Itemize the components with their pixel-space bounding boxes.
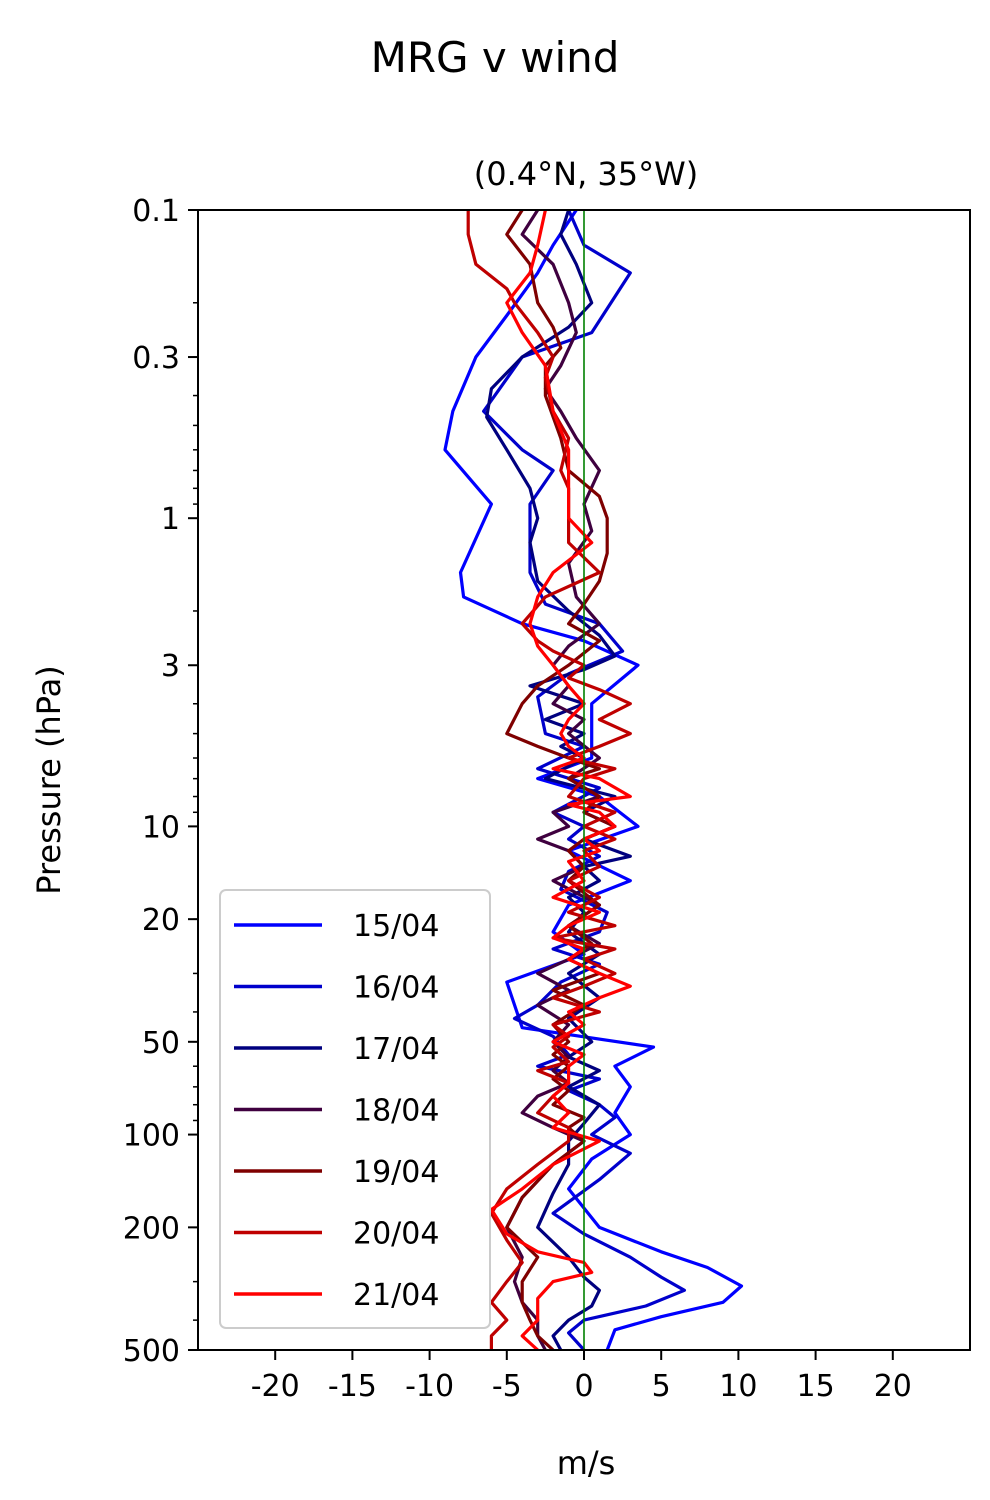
legend: 15/04 16/04 17/04 18/04 19/04 20/04 21/04 (219, 889, 491, 1329)
x-tick-label: -5 (492, 1369, 522, 1404)
legend-label: 16/04 (353, 971, 439, 1006)
y-tick-label: 500 (123, 1334, 180, 1369)
series-line-2 (485, 210, 632, 1350)
legend-label: 20/04 (353, 1217, 439, 1252)
y-tick-label: 3 (161, 649, 180, 684)
y-axis-label: Pressure (hPa) (30, 665, 68, 895)
y-tick-label: 200 (123, 1211, 180, 1246)
x-tick-label: 0 (574, 1369, 593, 1404)
x-tick-label: 20 (874, 1369, 912, 1404)
y-tick-label: 20 (142, 903, 180, 938)
y-tick-label: 10 (142, 810, 180, 845)
legend-box (219, 889, 491, 1329)
y-tick-label: 50 (142, 1026, 180, 1061)
x-tick-label: 5 (652, 1369, 671, 1404)
y-tick-label: 1 (161, 502, 180, 537)
legend-label: 15/04 (353, 909, 439, 944)
chart-subtitle: (0.4°N, 35°W) (474, 155, 699, 193)
y-tick-label: 0.3 (132, 341, 180, 376)
y-tick-label: 0.1 (132, 194, 180, 229)
series-line-0 (443, 210, 744, 1350)
legend-label: 21/04 (353, 1278, 439, 1313)
chart-title: MRG v wind (371, 33, 620, 82)
legend-label: 19/04 (353, 1155, 439, 1190)
x-tick-label: -20 (251, 1369, 300, 1404)
x-tick-label: 10 (719, 1369, 757, 1404)
legend-label: 18/04 (353, 1094, 439, 1129)
series-line-1 (482, 210, 686, 1350)
x-axis: -20 -15 -10 -5 0 5 10 15 20 (251, 1350, 912, 1404)
x-tick-label: -10 (405, 1369, 454, 1404)
y-axis: 0.1 0.3 1 3 10 20 50 100 200 500 (123, 194, 198, 1369)
legend-label: 17/04 (353, 1032, 439, 1067)
x-axis-label: m/s (557, 1444, 616, 1482)
x-tick-label: 15 (797, 1369, 835, 1404)
x-tick-label: -15 (328, 1369, 377, 1404)
y-tick-label: 100 (123, 1119, 180, 1154)
